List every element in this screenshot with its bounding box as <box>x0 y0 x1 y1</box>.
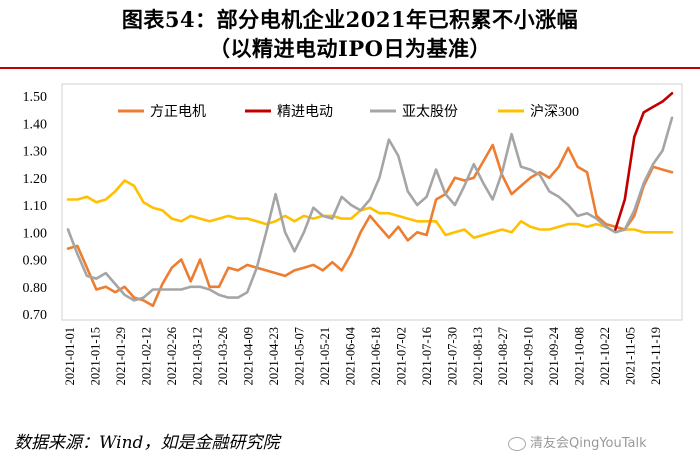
legend-label: 精进电动 <box>277 104 333 120</box>
x-tick-label: 2021-07-02 <box>394 327 408 385</box>
y-tick-label: 1.00 <box>23 226 48 241</box>
legend-label: 方正电机 <box>150 104 206 120</box>
x-tick-label: 2021-08-27 <box>496 327 510 385</box>
x-tick-label: 2021-10-22 <box>598 327 612 385</box>
x-tick-label: 2021-02-12 <box>139 327 153 385</box>
series-line-1 <box>614 92 674 231</box>
x-tick-label: 2021-04-09 <box>241 327 255 385</box>
legend: 方正电机 精进电动 亚太股份 沪深300 <box>118 104 579 120</box>
series-line-3 <box>66 179 674 239</box>
y-tick-label: 1.50 <box>23 90 48 105</box>
y-tick-label: 0.90 <box>23 254 48 269</box>
series-line-2 <box>66 116 674 302</box>
series-lines <box>66 92 674 308</box>
y-tick-label: 1.20 <box>23 172 48 187</box>
chat-bubble-icon <box>508 436 526 451</box>
y-tick-label: 1.30 <box>23 145 48 160</box>
x-tick-label: 2021-03-12 <box>190 327 204 385</box>
chart-title: 图表54：部分电机企业2021年已积累不小涨幅 <box>121 7 579 32</box>
x-tick-label: 2021-06-18 <box>369 327 383 385</box>
y-axis: 1.50 1.40 1.30 1.20 1.10 1.00 0.90 0.80 0.70 <box>23 90 48 323</box>
watermark: 清友会QingYouTalk <box>508 432 647 451</box>
x-tick-label: 2021-06-04 <box>343 326 357 385</box>
x-tick-label: 2021-01-01 <box>63 327 77 385</box>
x-tick-label: 2021-08-13 <box>471 327 485 385</box>
watermark-text: 清友会QingYouTalk <box>530 436 647 451</box>
y-tick-label: 1.10 <box>23 199 48 214</box>
x-tick-label: 2021-09-24 <box>547 326 561 385</box>
x-tick-label: 2021-02-26 <box>165 327 179 385</box>
plot-area-border <box>61 83 683 321</box>
chart-subtitle: （以精进电动IPO日为基准） <box>209 36 491 61</box>
x-tick-label: 2021-01-15 <box>88 327 102 385</box>
y-tick-label: 1.40 <box>23 117 48 132</box>
title-divider <box>0 67 700 69</box>
x-tick-label: 2021-11-05 <box>624 327 638 385</box>
series-line-0 <box>66 143 674 308</box>
legend-label: 沪深300 <box>530 104 579 120</box>
legend-label: 亚太股份 <box>402 104 458 120</box>
y-tick-label: 0.80 <box>23 281 48 296</box>
x-axis: 2021-01-01 2021-01-15 2021-01-29 2021-02-12… <box>63 326 663 385</box>
y-tick-label: 0.70 <box>23 308 48 323</box>
x-tick-label: 2021-05-21 <box>318 327 332 385</box>
x-tick-label: 2021-07-16 <box>420 327 434 385</box>
x-tick-label: 2021-04-23 <box>267 327 281 385</box>
x-tick-label: 2021-11-19 <box>649 327 663 385</box>
x-tick-label: 2021-01-29 <box>114 327 128 385</box>
x-tick-label: 2021-05-07 <box>292 327 306 385</box>
x-tick-label: 2021-09-10 <box>522 327 536 385</box>
x-tick-label: 2021-10-08 <box>573 327 587 385</box>
x-tick-label: 2021-07-30 <box>445 327 459 385</box>
source-note: 数据来源：Wind，如是金融研究院 <box>14 433 280 453</box>
x-tick-label: 2021-03-26 <box>216 327 230 385</box>
